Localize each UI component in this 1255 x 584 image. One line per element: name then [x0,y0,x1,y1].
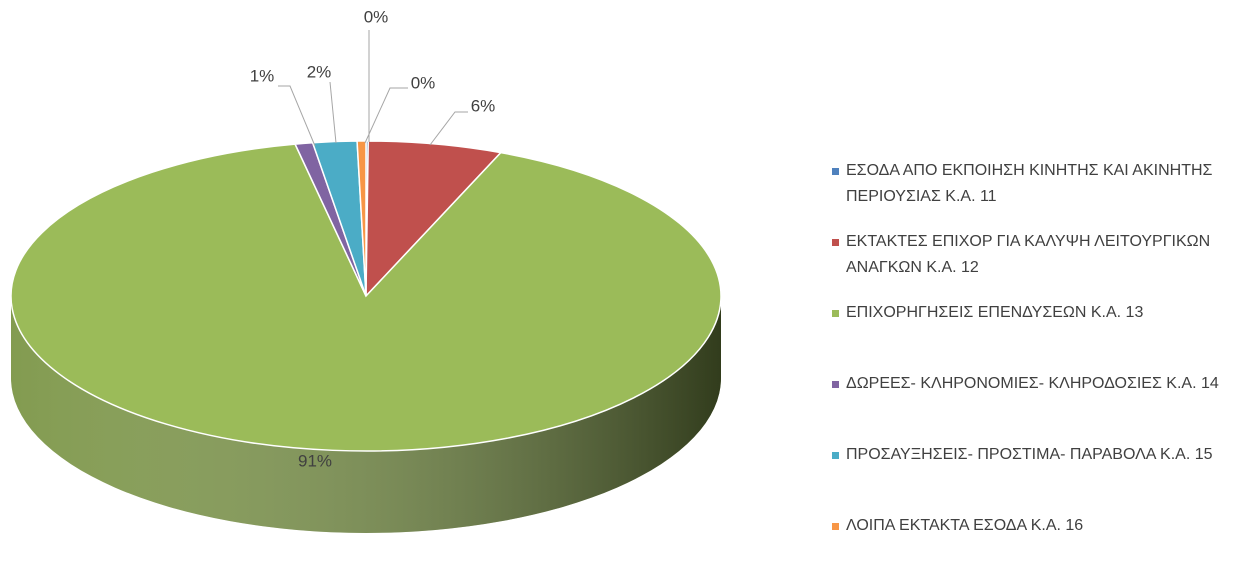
legend-swatch [832,381,839,388]
data-label: 0% [411,73,436,92]
legend-label: ΠΡΟΣΑΥΞΗΣΕΙΣ- ΠΡΟΣΤΙΜΑ- ΠΑΡΑΒΟΛΑ Κ.Α. 15 [846,446,1213,463]
data-label: 1% [250,66,275,85]
chart: 0% 6% 91% 1% 2% 0% [10,7,722,533]
legend-swatch [832,310,839,317]
data-label: 0% [364,7,389,26]
legend-label: ΛΟΙΠΑ ΕΚΤΑΚΤΑ ΕΣΟΔΑ Κ.Α. 16 [846,517,1084,534]
legend-label: ΕΚΤΑΚΤΕΣ ΕΠΙΧΟΡ ΓΙΑ ΚΑΛΥΨΗ ΛΕΙΤΟΥΡΓΙΚΩΝ … [846,233,1211,276]
page: {"chart_data": {"type": "pie", "categori… [10,7,1219,534]
legend-entry: ΔΩΡΕΕΣ- ΚΛΗΡΟΝΟΜΙΕΣ- ΚΛΗΡΟΔΟΣΙΕΣ Κ.Α. 14 [830,371,1245,442]
data-label: 6% [471,96,496,115]
leader-line [278,85,316,147]
legend-swatch [832,239,839,246]
legend-entry: ΕΠΙΧΟΡΗΓΗΣΕΙΣ ΕΠΕΝΔΥΣΕΩΝ Κ.Α. 13 [830,300,1245,371]
legend-entry: ΕΣΟΔΑ ΑΠΟ ΕΚΠΟΙΗΣΗ ΚΙΝΗΤΗΣ ΚΑΙ ΑΚΙΝΗΤΗΣ … [830,158,1245,229]
legend-entry: ΠΡΟΣΑΥΞΗΣΕΙΣ- ΠΡΟΣΤΙΜΑ- ΠΑΡΑΒΟΛΑ Κ.Α. 15 [830,442,1245,513]
slice-side-shade [11,296,721,533]
legend-entry: ΕΚΤΑΚΤΕΣ ΕΠΙΧΟΡ ΓΙΑ ΚΑΛΥΨΗ ΛΕΙΤΟΥΡΓΙΚΩΝ … [830,229,1245,300]
legend-swatch [832,523,839,530]
leader-line [364,87,408,144]
data-label: 91% [298,451,332,470]
legend-swatch [832,168,839,175]
leader-line [429,111,468,146]
slice [10,143,722,452]
legend-label: ΔΩΡΕΕΣ- ΚΛΗΡΟΝΟΜΙΕΣ- ΚΛΗΡΟΔΟΣΙΕΣ Κ.Α. 14 [846,375,1219,392]
legend: ΕΣΟΔΑ ΑΠΟ ΕΚΠΟΙΗΣΗ ΚΙΝΗΤΗΣ ΚΑΙ ΑΚΙΝΗΤΗΣ … [830,158,1245,584]
legend-label: ΕΣΟΔΑ ΑΠΟ ΕΚΠΟΙΗΣΗ ΚΙΝΗΤΗΣ ΚΑΙ ΑΚΙΝΗΤΗΣ … [846,162,1213,205]
legend-label: ΕΠΙΧΟΡΗΓΗΣΕΙΣ ΕΠΕΝΔΥΣΕΩΝ Κ.Α. 13 [846,304,1144,321]
slice [365,140,503,298]
legend-entry: ΛΟΙΠΑ ΕΚΤΑΚΤΑ ΕΣΟΔΑ Κ.Α. 16 [830,513,1245,584]
data-label: 2% [307,62,332,81]
legend-swatch [832,452,839,459]
leader-line [329,81,337,144]
